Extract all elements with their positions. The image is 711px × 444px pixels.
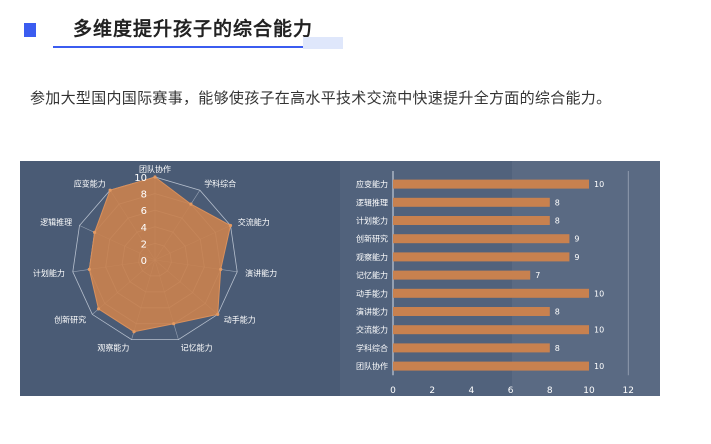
section-title: 多维度提升孩子的综合能力 [73,18,314,40]
radar-axis-label: 计划能力 [33,268,65,278]
title-underline-accent [303,37,343,49]
radar-axis-label: 动手能力 [224,315,256,325]
bar-x-tick-label: 2 [429,386,435,396]
intro-paragraph: 参加大型国内国际赛事，能够使孩子在高水平技术交流中快速提升全方面的综合能力。 [30,89,612,107]
radar-axis-label: 观察能力 [97,342,129,352]
radar-data-point [153,175,157,179]
bar-category-label: 学科综合 [356,343,388,353]
bar-value-label: 8 [555,217,560,226]
bar-value-label: 8 [555,344,560,353]
bar-category-label: 动手能力 [356,288,388,298]
bar [393,179,589,189]
bar-value-label: 10 [594,326,604,335]
bar [393,270,531,280]
radar-data-point [108,188,112,192]
radar-data-point [219,267,223,271]
bar-category-label: 演讲能力 [356,307,388,317]
radar-axis-label: 学科综合 [204,178,236,188]
bar-x-tick-label: 4 [469,386,475,396]
radar-axis-label: 创新研究 [54,315,86,325]
radar-data-point [216,312,220,316]
radar-ring-label: 6 [141,206,147,217]
radar-axis-label: 团队协作 [139,164,171,174]
bar [393,361,589,371]
radar-data-point [172,322,176,326]
bar-value-label: 8 [555,198,560,207]
bar-value-label: 7 [535,271,540,280]
title-underline [53,46,303,48]
bar-x-tick-label: 8 [547,386,553,396]
radar-ring-label: 0 [141,256,147,267]
bar-category-label: 团队协作 [356,361,388,371]
radar-data-point [93,230,97,234]
bar-category-label: 应变能力 [356,179,388,189]
bar-category-label: 观察能力 [356,252,388,262]
radar-ring-label: 10 [134,173,147,184]
radar-axis-label: 交流能力 [238,217,270,227]
bar-category-label: 记忆能力 [356,270,388,280]
bar-value-label: 10 [594,180,604,189]
radar-data-point [132,330,136,334]
radar-ring-label: 8 [141,190,147,201]
bar [393,325,589,335]
charts-svg: 1086420团队协作学科综合交流能力演讲能力动手能力记忆能力观察能力创新研究计… [33,164,634,396]
radar-data-point [228,223,233,228]
bar-x-tick-label: 6 [508,386,514,396]
bar-value-label: 9 [574,253,579,262]
radar-ring-label: 2 [141,239,147,250]
bar [393,307,550,316]
radar-data-point [189,202,193,206]
bar-x-tick-label: 10 [583,386,595,396]
bar [393,197,550,207]
radar-ring-label: 4 [141,223,147,234]
heading-marker [24,23,36,37]
bar [393,234,570,244]
bar-category-label: 创新研究 [356,234,388,244]
radar-axis-label: 记忆能力 [181,342,213,352]
chart-panel: 10 8 6 4 2 0 团队协作 学科综合 交流能力 演讲能力 动手能力 记忆能力 观察能力 创新研究计… [20,161,660,396]
bar [393,252,570,262]
bar-category-label: 交流能力 [356,325,388,335]
bar-value-label: 8 [555,308,560,317]
bar-value-label: 10 [594,362,604,371]
radar-data-area [88,176,232,333]
bar [393,216,550,225]
bar-chart: 应变能力 10 逻辑推理 8 计划能力 8 创新研究 9 观察能力 9 记忆能力 7 动手能力 10 演讲能… [356,171,634,396]
bar-category-label: 逻辑推理 [356,197,388,207]
radar-data-point [96,307,101,311]
bar [393,288,589,298]
bar-value-label: 9 [574,235,579,244]
radar-axis-label: 应变能力 [74,178,106,188]
radar-axis-label: 逻辑推理 [40,217,72,227]
bar-x-tick-label: 12 [622,386,633,396]
bar-value-label: 10 [594,289,604,298]
radar-grid-ring [72,176,238,341]
radar-axis-label: 演讲能力 [245,268,277,278]
bar-x-tick-label: 0 [390,386,396,396]
bar-category-label: 计划能力 [356,216,388,226]
radar-data-point [87,267,91,271]
bar [393,343,550,353]
